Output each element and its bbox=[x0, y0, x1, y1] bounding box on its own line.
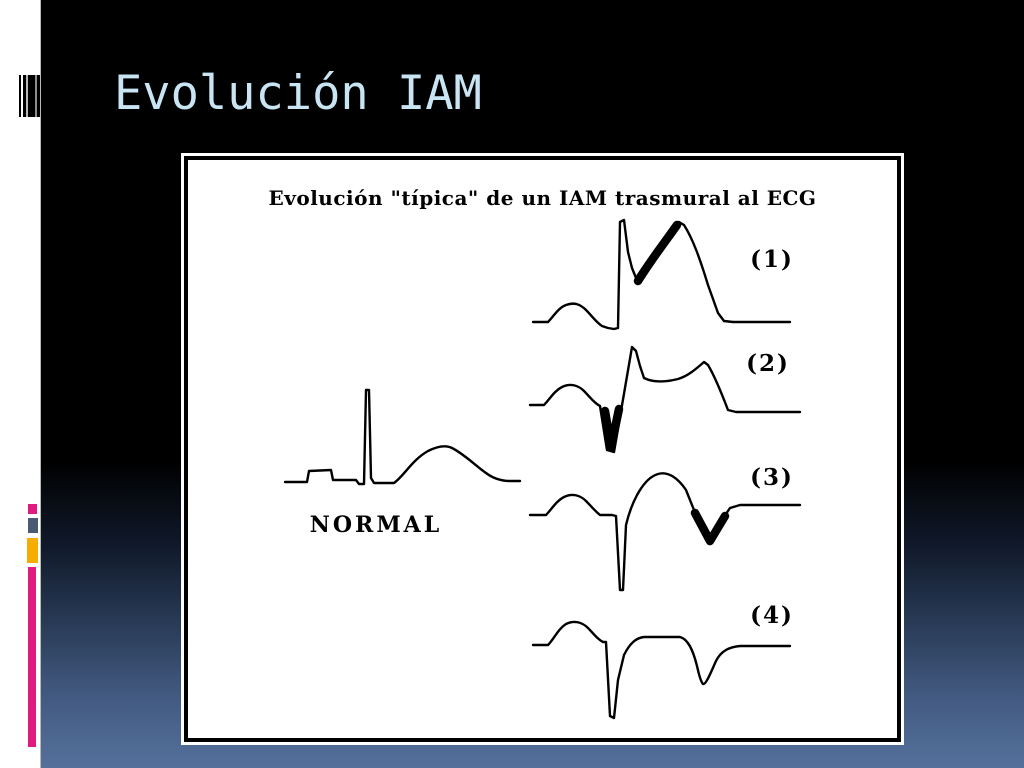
left-margin-strip bbox=[0, 0, 41, 768]
magenta-bar-decoration bbox=[28, 567, 36, 747]
ecg-trace-4 bbox=[531, 620, 792, 720]
ecg-trace-normal bbox=[283, 388, 522, 486]
trace-2-label: (2) bbox=[746, 350, 790, 377]
ecg-figure: Evolución "típica" de un IAM trasmural a… bbox=[181, 153, 904, 745]
trace-4-label: (4) bbox=[750, 602, 794, 629]
ecg-trace-2 bbox=[528, 345, 802, 454]
ecg-trace-1-st-elevation bbox=[633, 220, 682, 286]
trace-3-label: (3) bbox=[750, 464, 794, 491]
ecg-trace-1 bbox=[531, 218, 792, 331]
ecg-trace-3-inverted-t bbox=[690, 508, 730, 546]
ecg-diagram: NORMAL (1) (2) (3) (4) bbox=[283, 218, 802, 720]
figure-caption: Evolución "típica" de un IAM trasmural a… bbox=[268, 186, 817, 210]
barcode-icon bbox=[19, 75, 40, 117]
slide-title: Evolución IAM bbox=[114, 66, 482, 121]
trace-1-label: (1) bbox=[750, 246, 794, 273]
pink-square-decoration bbox=[28, 504, 37, 514]
slate-square-decoration bbox=[28, 518, 38, 533]
ecg-trace-3 bbox=[528, 472, 802, 592]
ecg-trace-2-q-wave bbox=[600, 404, 624, 452]
normal-label: NORMAL bbox=[310, 512, 442, 538]
yellow-rectangle-decoration bbox=[27, 538, 38, 563]
